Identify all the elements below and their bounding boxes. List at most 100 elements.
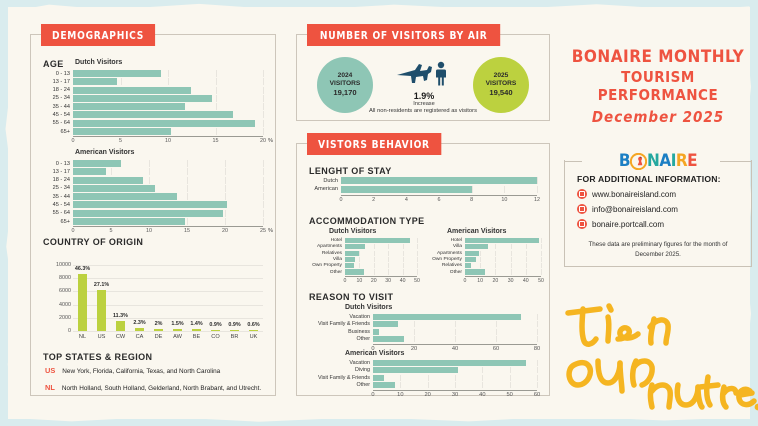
bar-label: Hotel <box>450 238 462 244</box>
bar-fill <box>373 336 404 343</box>
bar-label: 18 - 24 <box>52 87 70 94</box>
axis-tick: 0 <box>71 228 75 235</box>
bar-track <box>465 238 542 244</box>
bar-label: Apartments <box>316 244 342 250</box>
bar-track <box>373 360 538 366</box>
column-bar <box>191 329 202 331</box>
axis-tick: 10 <box>397 391 404 398</box>
bar-track <box>341 185 538 193</box>
bar-label: Relatives <box>321 250 342 256</box>
bar-row: Visit Family & Friends <box>305 374 538 381</box>
axis-tick: 20 <box>424 391 431 398</box>
axis-tick: 50 <box>414 277 420 284</box>
axis-tick: 30 <box>451 391 459 398</box>
bar-label: 65+ <box>60 128 71 135</box>
bar-fill <box>73 168 107 176</box>
visitors-2025-word: VISITORS <box>485 80 517 88</box>
bar-row: Other <box>305 269 418 275</box>
bar-track <box>73 86 264 94</box>
bar-row: 65+ <box>47 218 264 226</box>
logo-rule-right <box>720 161 752 162</box>
bar-label: Business <box>348 328 370 335</box>
column-bar <box>229 329 240 331</box>
bar-row: 55 - 64 <box>47 119 264 127</box>
bar-track <box>465 269 542 275</box>
axis-unit: % <box>268 138 273 145</box>
contact-row-email[interactable]: info@bonaireisland.com <box>577 204 751 214</box>
bar-row: 18 - 24 <box>47 86 264 94</box>
axis-tick: 10 <box>165 138 171 145</box>
email-icon <box>577 204 587 214</box>
demographics-ribbon: DEMOGRAPHICS <box>41 24 156 46</box>
bar-row: 25 - 34 <box>47 94 264 102</box>
bar-row: 13 - 17 <box>47 78 264 86</box>
bar-fill <box>345 244 366 250</box>
column-bar <box>115 320 126 331</box>
x-axis: 0 5 10 15 20 25% <box>71 226 273 235</box>
state-text-us: New York, Florida, California, Texas, an… <box>62 368 221 375</box>
accommodation-dutch-subtitle: Dutch Visitors <box>329 228 377 235</box>
bar-label: Villa <box>452 244 462 250</box>
bar-track <box>73 184 264 192</box>
bar-row: 35 - 44 <box>47 103 264 111</box>
column-category-label: AW <box>173 334 182 340</box>
bar-fill <box>73 184 156 192</box>
y-gridline <box>73 317 263 319</box>
bar-rows: Hotel Apartments Relatives Villa Own Propert… <box>305 238 418 276</box>
bar-track <box>345 256 418 263</box>
axis-tick: 10 <box>501 196 508 203</box>
bar-label: 55 - 64 <box>52 120 70 127</box>
contact-portcall[interactable]: bonaire.portcall.com <box>592 219 665 229</box>
reason-to-visit-title: REASON TO VISIT <box>309 292 394 302</box>
contact-row-website[interactable]: www.bonaireisland.com <box>577 189 751 199</box>
axis-tick: 40 <box>451 345 459 352</box>
bar-label: 0 - 13 <box>55 70 70 77</box>
chart-age-american: 0 - 13 13 - 17 18 - 24 25 - 34 35 - 44 45 - 5… <box>47 160 273 235</box>
demographics-panel: DEMOGRAPHICS AGE Dutch Visitors 0 - 13 13… <box>30 24 276 396</box>
bar-label: 65+ <box>60 218 71 225</box>
visitors-2025-value: 19,540 <box>489 88 513 98</box>
bar-label: 0 - 13 <box>55 160 70 167</box>
axis-tick: 10 <box>477 277 484 284</box>
chart-accommodation-dutch: Hotel Apartments Relatives Villa Own Propert… <box>305 238 420 285</box>
state-row-nl: NL North Holland, South Holland, Gelderl… <box>45 383 269 392</box>
bar-label: Diving <box>355 367 370 374</box>
bar-fill <box>465 244 488 250</box>
bar-track <box>73 168 264 176</box>
contact-email[interactable]: info@bonaireisland.com <box>592 204 678 214</box>
visitors-behavior-panel: VISTORS BEHAVIOR LENGHT OF STAY Dutch Ame… <box>296 133 550 398</box>
x-axis: 0 20 40 60 80 <box>371 343 540 353</box>
axis-tick: 10 <box>146 228 152 235</box>
bar-row: Hotel <box>305 238 418 244</box>
bar-fill <box>73 70 162 77</box>
bar-track <box>373 314 538 320</box>
axis-tick: 10 <box>356 277 363 284</box>
bar-track <box>465 256 542 263</box>
bar-label: 45 - 54 <box>52 201 70 208</box>
bar-row: Own Property <box>305 263 418 269</box>
contact-website[interactable]: www.bonaireisland.com <box>592 189 677 199</box>
increase-group: 1.9% Increase <box>395 61 453 107</box>
bar-fill <box>73 86 191 94</box>
bar-fill <box>345 238 410 244</box>
bar-fill <box>345 250 360 256</box>
axis-tick: 4 <box>404 196 408 203</box>
country-section-title: COUNTRY OF ORIGIN <box>43 237 144 247</box>
bar-fill <box>341 185 472 193</box>
bar-label: Visit Family & Friends <box>317 374 370 381</box>
bar-fill <box>73 103 186 111</box>
bar-row: 65+ <box>47 128 264 136</box>
axis-tick: 15 <box>212 138 219 145</box>
state-code-nl: NL <box>45 383 55 392</box>
axis-tick: 40 <box>522 277 529 284</box>
bar-row: Other <box>421 269 542 275</box>
y-axis-label: 4000 <box>59 301 71 308</box>
y-axis-label: 2000 <box>59 314 71 321</box>
bar-rows: Hotel Villa Apartments Own Property Relative… <box>421 238 542 276</box>
column-bar <box>96 290 107 331</box>
bar-track <box>73 111 264 119</box>
bar-track <box>345 263 418 269</box>
bar-row: Vacation <box>305 360 538 366</box>
y-gridline <box>73 304 263 306</box>
contact-row-portcall[interactable]: bonaire.portcall.com <box>577 219 751 229</box>
